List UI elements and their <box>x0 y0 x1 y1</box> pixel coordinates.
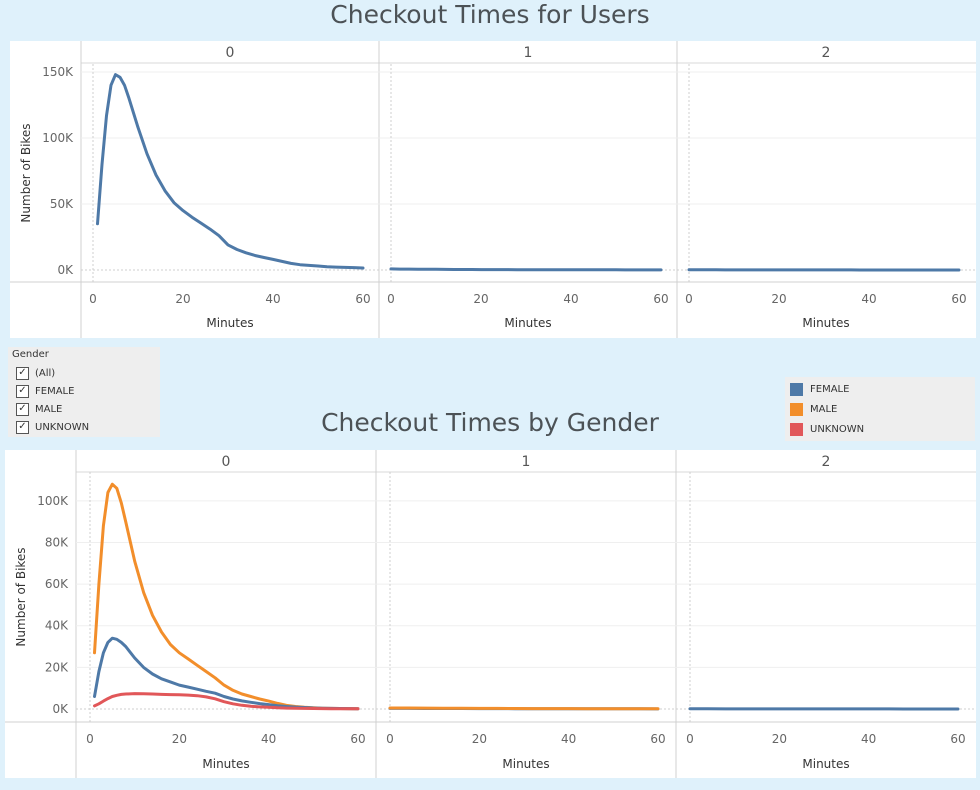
y-tick-label: 0K <box>57 263 74 277</box>
gender-filter: Gender ✓ (All) ✓ FEMALE ✓ MALE ✓ UNKNOWN <box>8 347 160 437</box>
series-line <box>389 267 663 272</box>
series-line <box>93 692 360 711</box>
x-tick-label: 20 <box>772 732 787 746</box>
y-tick-label: 40K <box>45 619 69 633</box>
chart-title-gender: Checkout Times by Gender <box>321 408 659 437</box>
y-tick-label: 60K <box>45 577 69 591</box>
filter-item-male[interactable]: ✓ MALE <box>16 402 62 416</box>
x-tick-label: 20 <box>771 292 786 306</box>
filter-item-label: (All) <box>35 367 56 379</box>
facet-label: 1 <box>524 45 533 61</box>
x-tick-label: 60 <box>950 732 965 746</box>
x-axis-label: Minutes <box>802 316 849 330</box>
legend-label: UNKNOWN <box>810 423 865 435</box>
facet-label: 2 <box>822 454 831 470</box>
filter-title: Gender <box>12 349 49 360</box>
legend-item-unknown[interactable]: UNKNOWN <box>790 422 864 436</box>
checkbox-icon[interactable]: ✓ <box>16 402 29 416</box>
x-tick-label: 60 <box>350 732 365 746</box>
chart-background <box>5 450 976 778</box>
checkbox-icon[interactable]: ✓ <box>16 384 29 398</box>
x-tick-label: 60 <box>650 732 665 746</box>
x-tick-label: 20 <box>172 732 187 746</box>
y-tick-label: 0K <box>52 702 69 716</box>
x-axis-label: Minutes <box>202 757 249 771</box>
y-tick-label: 100K <box>37 494 69 508</box>
x-tick-label: 20 <box>472 732 487 746</box>
series-line <box>96 73 365 270</box>
color-legend: FEMALE MALE UNKNOWN <box>785 377 975 441</box>
facet-label: 0 <box>222 454 231 470</box>
y-axis-label: Number of Bikes <box>14 547 28 646</box>
y-tick-label: 150K <box>42 65 74 79</box>
y-tick-label: 20K <box>45 660 69 674</box>
filter-item-label: UNKNOWN <box>35 421 90 433</box>
filter-item-female[interactable]: ✓ FEMALE <box>16 384 74 398</box>
x-tick-label: 40 <box>861 732 876 746</box>
y-tick-label: 80K <box>45 535 69 549</box>
x-tick-label: 60 <box>355 292 370 306</box>
x-tick-label: 0 <box>86 732 94 746</box>
x-axis-label: Minutes <box>802 757 849 771</box>
legend-swatch <box>790 382 803 396</box>
chart-background <box>10 41 976 338</box>
legend-item-female[interactable]: FEMALE <box>790 382 849 396</box>
x-tick-label: 0 <box>386 732 394 746</box>
chart-title-users: Checkout Times for Users <box>330 0 650 29</box>
y-tick-label: 50K <box>50 197 74 211</box>
legend-item-male[interactable]: MALE <box>790 402 837 416</box>
legend-label: MALE <box>810 403 838 415</box>
checkbox-icon[interactable]: ✓ <box>16 366 29 380</box>
x-tick-label: 60 <box>951 292 966 306</box>
x-tick-label: 40 <box>265 292 280 306</box>
series-line <box>388 706 660 711</box>
x-tick-label: 0 <box>685 292 693 306</box>
x-axis-label: Minutes <box>502 757 549 771</box>
filter-item-label: FEMALE <box>35 385 75 397</box>
facet-label: 1 <box>522 454 531 470</box>
y-tick-label: 100K <box>42 131 74 145</box>
x-tick-label: 40 <box>861 292 876 306</box>
x-axis-label: Minutes <box>504 316 551 330</box>
x-tick-label: 40 <box>563 292 578 306</box>
facet-label: 0 <box>226 45 235 61</box>
x-axis-label: Minutes <box>206 316 253 330</box>
facet-label: 2 <box>822 45 831 61</box>
x-tick-label: 20 <box>473 292 488 306</box>
checkbox-icon[interactable]: ✓ <box>16 420 29 434</box>
filter-item-all[interactable]: ✓ (All) <box>16 366 55 380</box>
x-tick-label: 20 <box>175 292 190 306</box>
x-tick-label: 0 <box>686 732 694 746</box>
legend-label: FEMALE <box>810 383 850 395</box>
filter-item-label: MALE <box>35 403 63 415</box>
y-axis-label: Number of Bikes <box>19 123 33 222</box>
x-tick-label: 0 <box>387 292 395 306</box>
x-tick-label: 0 <box>89 292 97 306</box>
x-tick-label: 60 <box>653 292 668 306</box>
x-tick-label: 40 <box>561 732 576 746</box>
filter-item-unknown[interactable]: ✓ UNKNOWN <box>16 420 89 434</box>
x-tick-label: 40 <box>261 732 276 746</box>
legend-swatch <box>790 402 803 416</box>
legend-swatch <box>790 422 803 436</box>
